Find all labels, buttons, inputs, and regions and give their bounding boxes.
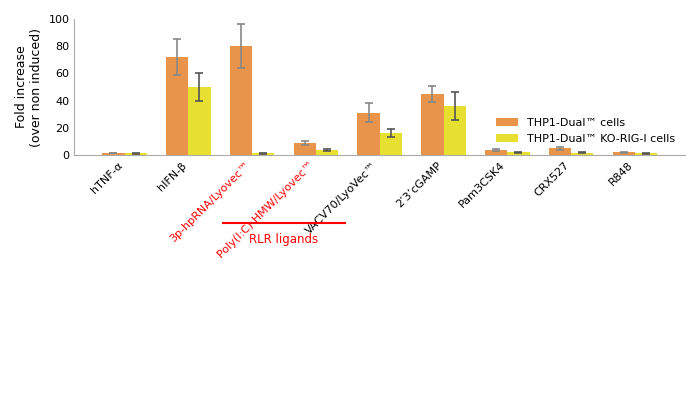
Bar: [444, 106, 466, 155]
Bar: [293, 143, 316, 155]
Bar: [102, 153, 125, 155]
Bar: [508, 152, 530, 155]
Bar: [421, 94, 444, 155]
Bar: [549, 148, 571, 155]
Text: RLR ligands: RLR ligands: [249, 233, 318, 246]
Bar: [635, 154, 657, 155]
Bar: [188, 87, 211, 155]
Bar: [252, 154, 274, 155]
Bar: [316, 150, 338, 155]
Bar: [612, 152, 635, 155]
Bar: [125, 154, 147, 155]
Bar: [166, 57, 188, 155]
Legend: THP1-Dual™ cells, THP1-Dual™ KO-RIG-I cells: THP1-Dual™ cells, THP1-Dual™ KO-RIG-I ce…: [491, 114, 680, 148]
Bar: [358, 113, 379, 155]
Bar: [485, 150, 508, 155]
Bar: [379, 133, 402, 155]
Bar: [571, 153, 594, 155]
Bar: [230, 46, 252, 155]
Y-axis label: Fold increase
(over non induced): Fold increase (over non induced): [15, 27, 43, 146]
